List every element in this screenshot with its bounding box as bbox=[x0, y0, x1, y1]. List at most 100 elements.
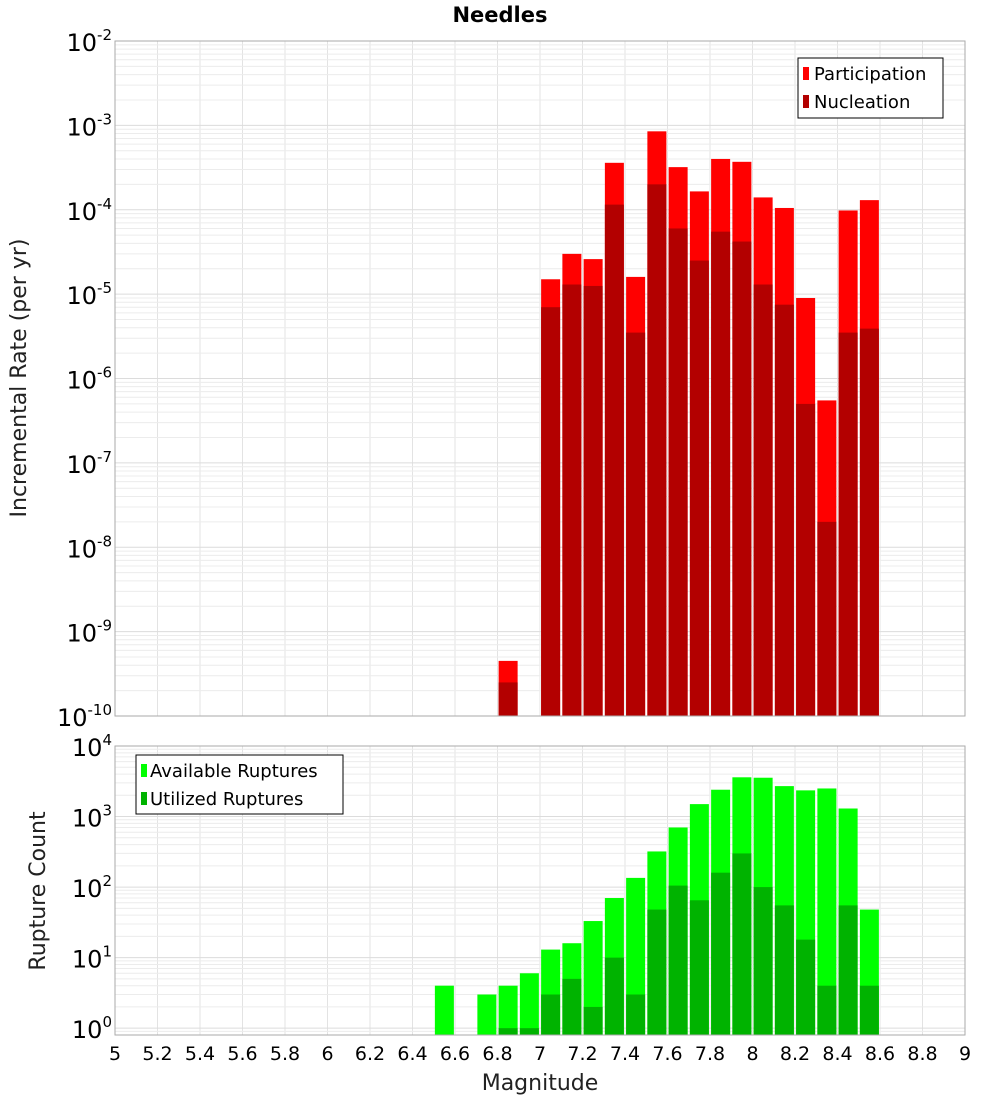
count-panel-y-axis-label: Rupture Count bbox=[26, 811, 51, 971]
utilized-ruptures-bar bbox=[626, 994, 646, 1035]
x-tick-label: 6.4 bbox=[397, 1043, 427, 1065]
count-y-tick-label: 101 bbox=[72, 943, 112, 974]
rate-panel-y-tick-labels: 10-10 10-9 10-8 10-7 10-6 10-5 10-4 10-3 10-2 bbox=[57, 26, 112, 732]
count-legend-box bbox=[135, 754, 344, 815]
available-ruptures-bar bbox=[477, 994, 497, 1035]
count-y-tick-label: 104 bbox=[72, 731, 112, 762]
x-tick-label: 6.2 bbox=[355, 1043, 385, 1065]
x-tick-label: 8 bbox=[746, 1043, 758, 1065]
utilized-legend-swatch bbox=[141, 792, 147, 805]
count-panel-bars bbox=[434, 777, 879, 1035]
utilized-ruptures-bar bbox=[774, 905, 794, 1035]
available-legend-swatch bbox=[141, 764, 147, 777]
utilized-ruptures-bar bbox=[732, 853, 752, 1035]
utilized-ruptures-bar bbox=[668, 885, 688, 1035]
count-y-tick-label: 103 bbox=[72, 802, 112, 833]
rate-panel-legend: Participation Nucleation bbox=[797, 57, 944, 119]
nucleation-bar bbox=[711, 231, 731, 716]
utilized-ruptures-bar bbox=[817, 985, 837, 1035]
nucleation-bar bbox=[583, 285, 603, 716]
utilized-ruptures-bar bbox=[859, 985, 879, 1035]
rate-panel-frame bbox=[114, 40, 966, 717]
participation-legend-swatch bbox=[803, 67, 809, 80]
count-panel-y-tick-labels: 100 101 102 103 104 bbox=[72, 731, 112, 1044]
nucleation-bar bbox=[541, 307, 561, 716]
rate-y-tick-label: 10-2 bbox=[66, 26, 112, 57]
nucleation-bar bbox=[859, 328, 879, 716]
utilized-ruptures-bar bbox=[711, 872, 731, 1035]
x-tick-label: 8.8 bbox=[907, 1043, 937, 1065]
count-y-tick-label: 102 bbox=[72, 872, 112, 903]
x-tick-label: 5.8 bbox=[270, 1043, 300, 1065]
rate-panel-bars bbox=[498, 131, 879, 717]
rate-y-tick-label: 10-3 bbox=[66, 110, 112, 141]
x-tick-label: 8.4 bbox=[822, 1043, 852, 1065]
nucleation-bar bbox=[668, 228, 688, 716]
nucleation-bar bbox=[753, 284, 773, 716]
available-ruptures-bar bbox=[583, 921, 603, 1035]
x-tick-label: 7.6 bbox=[652, 1043, 682, 1065]
x-tick-label: 5.2 bbox=[142, 1043, 172, 1065]
available-legend-label: Available Ruptures bbox=[150, 761, 318, 782]
x-tick-label: 7 bbox=[534, 1043, 546, 1065]
utilized-ruptures-bar bbox=[838, 905, 858, 1035]
x-tick-label: 9 bbox=[959, 1043, 971, 1065]
x-tick-label: 7.2 bbox=[567, 1043, 597, 1065]
participation-legend-label: Participation bbox=[814, 64, 926, 85]
x-tick-label: 5.6 bbox=[227, 1043, 257, 1065]
x-tick-label: 7.8 bbox=[695, 1043, 725, 1065]
nucleation-bar bbox=[647, 184, 667, 717]
count-panel-frame bbox=[114, 745, 966, 1036]
nucleation-bar bbox=[796, 403, 816, 716]
nucleation-bar bbox=[626, 332, 646, 716]
x-tick-label: 6.6 bbox=[440, 1043, 470, 1065]
nucleation-legend-label: Nucleation bbox=[814, 92, 910, 113]
utilized-ruptures-bar bbox=[647, 909, 667, 1035]
rate-panel-y-axis-label: Incremental Rate (per yr) bbox=[7, 239, 32, 518]
rate-y-tick-label: 10-8 bbox=[66, 532, 112, 563]
rate-y-tick-label: 10-9 bbox=[66, 617, 112, 648]
x-tick-label: 6.8 bbox=[482, 1043, 512, 1065]
available-ruptures-bar bbox=[434, 985, 454, 1035]
available-ruptures-bar bbox=[498, 985, 518, 1035]
utilized-ruptures-bar bbox=[498, 1028, 518, 1035]
utilized-ruptures-bar bbox=[519, 1028, 539, 1035]
utilized-ruptures-bar bbox=[562, 978, 582, 1035]
available-ruptures-bar bbox=[817, 788, 837, 1035]
x-tick-label: 8.6 bbox=[865, 1043, 895, 1065]
rate-y-tick-label: 10-5 bbox=[66, 279, 112, 310]
count-y-tick-label: 100 bbox=[72, 1013, 112, 1044]
x-tick-label: 7.4 bbox=[610, 1043, 640, 1065]
x-tick-label: 8.2 bbox=[780, 1043, 810, 1065]
utilized-legend-label: Utilized Ruptures bbox=[150, 789, 303, 810]
chart-title: Needles bbox=[452, 3, 547, 27]
x-tick-label: 5.4 bbox=[185, 1043, 215, 1065]
nucleation-bar bbox=[817, 521, 837, 716]
rate-y-tick-label: 10-6 bbox=[66, 364, 112, 395]
count-panel: 100 101 102 103 104 5 5.2 5.4 5.6 5.8 6 6.2 6.4 6.6 6… bbox=[26, 731, 971, 1096]
nucleation-bar bbox=[838, 332, 858, 716]
nucleation-bar bbox=[689, 260, 709, 716]
utilized-ruptures-bar bbox=[604, 957, 624, 1035]
x-axis-label: Magnitude bbox=[482, 1071, 599, 1096]
utilized-ruptures-bar bbox=[689, 900, 709, 1035]
nucleation-bar bbox=[732, 241, 752, 717]
count-panel-legend: Available Ruptures Utilized Ruptures bbox=[135, 754, 344, 815]
x-tick-label: 5 bbox=[109, 1043, 121, 1065]
nucleation-bar bbox=[562, 284, 582, 716]
rate-panel-grid bbox=[114, 40, 966, 717]
rate-y-tick-label: 10-7 bbox=[66, 448, 112, 479]
utilized-ruptures-bar bbox=[753, 887, 773, 1035]
nucleation-bar bbox=[774, 304, 794, 716]
rate-y-tick-label: 10-10 bbox=[57, 701, 112, 732]
x-tick-label: 6 bbox=[321, 1043, 333, 1065]
utilized-ruptures-bar bbox=[583, 1006, 603, 1035]
rate-y-tick-label: 10-4 bbox=[66, 195, 112, 226]
utilized-ruptures-bar bbox=[796, 939, 816, 1035]
rate-panel: 10-10 10-9 10-8 10-7 10-6 10-5 10-4 10-3 10-2 In… bbox=[7, 26, 966, 732]
nucleation-bar bbox=[604, 204, 624, 717]
rate-legend-box bbox=[797, 57, 944, 119]
nucleation-bar bbox=[498, 682, 518, 716]
available-ruptures-bar bbox=[519, 973, 539, 1035]
